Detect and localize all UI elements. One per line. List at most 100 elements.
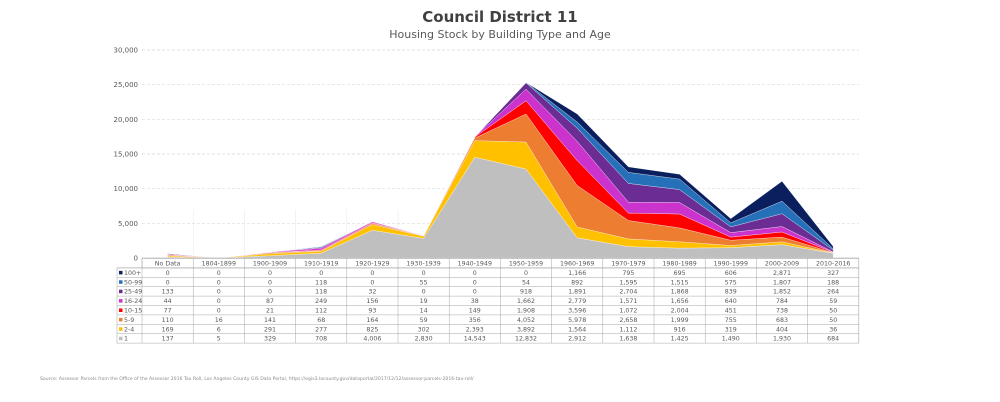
legend-swatch [119, 299, 123, 303]
table-cell: 2,004 [671, 308, 689, 315]
table-cell: 575 [725, 279, 737, 286]
chart-title: Council District 11 [422, 8, 578, 26]
table-cell: 825 [366, 326, 378, 333]
table-cell: 2,912 [568, 336, 586, 343]
table-cell: 684 [827, 336, 839, 343]
x-category-label: 1960-1969 [560, 261, 594, 268]
x-category-label: 1930-1939 [406, 261, 440, 268]
table-cell: 14 [420, 308, 428, 315]
table-cell: 0 [422, 270, 426, 277]
table-cell: 36 [829, 326, 837, 333]
table-cell: 0 [370, 270, 374, 277]
table-cell: 640 [725, 298, 737, 305]
table-cell: 1,072 [619, 308, 637, 315]
table-cell: 6 [217, 326, 221, 333]
x-category-label: 1970-1979 [611, 261, 645, 268]
table-cell: 918 [520, 289, 532, 296]
table-cell: 277 [315, 326, 327, 333]
table-cell: 5 [217, 336, 221, 343]
y-tick-label: 15,000 [114, 151, 139, 159]
legend-label: 25-49 [124, 289, 142, 296]
legend-swatch [119, 327, 123, 331]
table-cell: 249 [315, 298, 327, 305]
source-note: Source: Assessor Parcels from the Office… [40, 377, 474, 382]
table-cell: 0 [217, 308, 221, 315]
table-cell: 291 [264, 326, 276, 333]
legend-label: 16-24 [124, 298, 142, 305]
table-cell: 156 [366, 298, 378, 305]
table-cell: 738 [776, 308, 788, 315]
table-cell: 695 [674, 270, 686, 277]
table-cell: 2,393 [466, 326, 484, 333]
table-cell: 755 [725, 317, 737, 324]
x-category-label: 1804-1899 [202, 261, 236, 268]
table-cell: 3,596 [568, 308, 586, 315]
legend-swatch [119, 336, 123, 341]
table-cell: 892 [571, 279, 583, 286]
table-cell: 0 [166, 270, 170, 277]
table-cell: 32 [368, 289, 376, 296]
table-cell: 110 [162, 317, 174, 324]
table-cell: 55 [420, 279, 428, 286]
table-cell: 0 [473, 270, 477, 277]
table-cell: 149 [469, 308, 481, 315]
x-category-label: No Data [155, 261, 181, 268]
table-cell: 87 [266, 298, 274, 305]
table-cell: 1,112 [619, 326, 637, 333]
table-cell: 784 [776, 298, 788, 305]
x-category-label: 1910-1919 [304, 261, 338, 268]
table-cell: 1,908 [517, 308, 535, 315]
table-cell: 137 [162, 336, 174, 343]
table-cell: 0 [524, 270, 528, 277]
table-cell: 1,852 [773, 289, 791, 296]
x-category-label: 2010-2016 [816, 261, 850, 268]
y-tick-label: 25,000 [114, 81, 139, 89]
legend-label: 1 [124, 336, 128, 343]
table-cell: 327 [827, 270, 839, 277]
legend-label: 5-9 [124, 317, 134, 324]
table-cell: 708 [315, 336, 327, 343]
table-cell: 0 [268, 270, 272, 277]
x-category-label: 2000-2009 [765, 261, 799, 268]
table-cell: 264 [827, 289, 839, 296]
legend-swatch [119, 280, 123, 284]
table-cell: 12,832 [515, 336, 537, 343]
table-cell: 0 [473, 279, 477, 286]
y-tick-label: 5,000 [118, 220, 138, 228]
table-cell: 141 [264, 317, 276, 324]
legend-swatch [119, 270, 123, 275]
table-cell: 1,999 [671, 317, 689, 324]
table-cell: 14,543 [464, 336, 486, 343]
table-cell: 0 [268, 289, 272, 296]
table-cell: 118 [315, 289, 327, 296]
table-cell: 1,425 [671, 336, 689, 343]
table-cell: 1,807 [773, 279, 791, 286]
table-cell: 683 [776, 317, 788, 324]
table-cell: 2,704 [619, 289, 637, 296]
legend-swatch [119, 289, 123, 294]
table-cell: 16 [215, 317, 223, 324]
table-cell: 0 [217, 289, 221, 296]
table-cell: 68 [317, 317, 325, 324]
table-cell: 1,166 [568, 270, 586, 277]
table-cell: 1,868 [671, 289, 689, 296]
table-cell: 606 [725, 270, 737, 277]
table-cell: 302 [418, 326, 430, 333]
table-cell: 59 [420, 317, 428, 324]
table-cell: 0 [217, 298, 221, 305]
table-cell: 2,871 [773, 270, 791, 277]
table-cell: 1,595 [619, 279, 637, 286]
table-cell: 4,006 [363, 336, 381, 343]
table-cell: 118 [315, 279, 327, 286]
x-category-label: 1920-1929 [355, 261, 389, 268]
table-cell: 188 [827, 279, 839, 286]
table-cell: 0 [473, 289, 477, 296]
y-tick-label: 20,000 [114, 116, 139, 124]
legend-label: 50-99 [124, 279, 142, 286]
legend-label: 100+ [124, 270, 141, 277]
table-cell: 19 [420, 298, 428, 305]
table-cell: 404 [776, 326, 788, 333]
table-cell: 2,658 [619, 317, 637, 324]
table-cell: 44 [164, 298, 172, 305]
